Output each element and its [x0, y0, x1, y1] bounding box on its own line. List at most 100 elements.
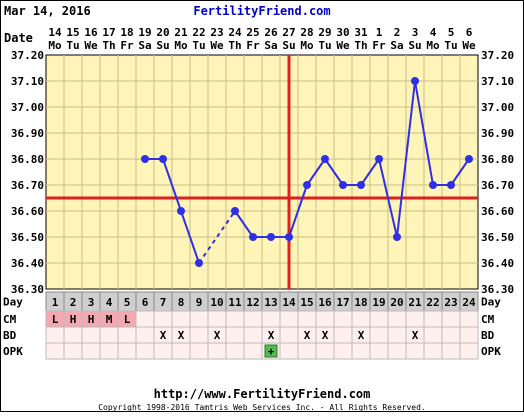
row-label-day-left: Day — [3, 296, 23, 309]
date-label: 24 — [228, 26, 242, 39]
row-label-bd-left: BD — [3, 329, 17, 342]
site-title: FertilityFriend.com — [193, 4, 330, 18]
y-tick-left: 36.50 — [11, 231, 44, 244]
y-tick-left: 36.90 — [11, 127, 44, 140]
weekday-label: Su — [408, 39, 421, 52]
cm-cell — [207, 310, 227, 328]
weekday-label: Su — [156, 39, 169, 52]
bd-cell — [117, 326, 137, 344]
day-number: 19 — [372, 296, 385, 309]
bd-cell — [459, 326, 479, 344]
bd-cell — [369, 326, 389, 344]
day-number: 10 — [210, 296, 223, 309]
day-number: 20 — [390, 296, 403, 309]
date-label: 17 — [102, 26, 115, 39]
weekday-label: Tu — [192, 39, 205, 52]
weekday-label: Su — [282, 39, 295, 52]
weekday-label: Tu — [66, 39, 79, 52]
cm-cell — [369, 310, 389, 328]
weekday-label: We — [210, 39, 224, 52]
day-number: 5 — [124, 296, 131, 309]
cm-cell — [279, 310, 299, 328]
day-number: 6 — [142, 296, 149, 309]
temp-line-segment — [450, 158, 470, 186]
weekday-label: Th — [354, 39, 367, 52]
bd-cell — [333, 326, 353, 344]
day-number: 17 — [336, 296, 349, 309]
y-tick-right: 36.60 — [481, 205, 514, 218]
cm-cell — [387, 310, 407, 328]
bd-value: X — [160, 329, 167, 342]
date-label: 16 — [84, 26, 98, 39]
opk-cell — [441, 342, 461, 360]
opk-cell — [351, 342, 371, 360]
y-tick-left: 36.80 — [11, 153, 44, 166]
day-number: 1 — [52, 296, 59, 309]
bd-value: X — [322, 329, 329, 342]
opk-cell — [405, 342, 425, 360]
temp-point — [321, 155, 329, 163]
opk-cell — [369, 342, 389, 360]
cm-cell — [459, 310, 479, 328]
opk-cell — [153, 342, 173, 360]
day-number: 11 — [228, 296, 242, 309]
date-label: 26 — [264, 26, 278, 39]
cm-cell — [153, 310, 173, 328]
weekday-label: Mo — [300, 39, 314, 52]
cm-cell — [297, 310, 317, 328]
day-number: 8 — [178, 296, 185, 309]
temp-point — [231, 207, 239, 215]
date-label: 21 — [174, 26, 188, 39]
cm-cell — [441, 310, 461, 328]
row-label-cm-left: CM — [3, 313, 17, 326]
day-number: 2 — [70, 296, 77, 309]
date-label: 19 — [138, 26, 151, 39]
temp-line-gap — [198, 210, 236, 264]
opk-cell — [45, 342, 65, 360]
opk-cell — [387, 342, 407, 360]
date-label: 23 — [210, 26, 223, 39]
opk-cell — [99, 342, 119, 360]
cm-value: L — [124, 313, 131, 326]
weekday-label: We — [462, 39, 476, 52]
weekday-label: Fr — [246, 39, 260, 52]
y-tick-right: 37.20 — [481, 49, 514, 62]
date-row-label: Date — [4, 31, 33, 45]
weekday-label: Th — [228, 39, 241, 52]
cm-cell — [189, 310, 209, 328]
date-label: 28 — [300, 26, 313, 39]
weekday-label: Th — [102, 39, 115, 52]
temp-point — [357, 181, 365, 189]
weekday-label: Fr — [372, 39, 386, 52]
y-tick-left: 36.70 — [11, 179, 44, 192]
cm-cell — [333, 310, 353, 328]
cm-cell — [243, 310, 263, 328]
y-tick-right: 36.40 — [481, 257, 514, 270]
row-label-opk-left: OPK — [3, 345, 23, 358]
day-number: 16 — [318, 296, 332, 309]
row-label-day-right: Day — [481, 296, 501, 309]
day-number: 21 — [408, 296, 422, 309]
y-tick-right: 36.30 — [481, 283, 514, 296]
bd-value: X — [214, 329, 221, 342]
date-label: 25 — [246, 26, 259, 39]
bd-cell — [135, 326, 155, 344]
cm-value: H — [70, 313, 77, 326]
y-tick-left: 36.30 — [11, 283, 44, 296]
temp-point — [177, 207, 185, 215]
temp-line-segment — [360, 158, 380, 186]
bd-value: X — [268, 329, 275, 342]
date-label: 27 — [282, 26, 295, 39]
cm-value: M — [106, 313, 113, 326]
bd-cell — [63, 326, 83, 344]
y-tick-right: 37.10 — [481, 75, 514, 88]
date-label: 14 — [48, 26, 62, 39]
cm-value: H — [88, 313, 95, 326]
footer-copyright: Copyright 1998-2016 Tamtris Web Services… — [98, 403, 426, 412]
temp-point — [447, 181, 455, 189]
cm-cell — [405, 310, 425, 328]
date-label: 18 — [120, 26, 133, 39]
temp-point — [267, 233, 275, 241]
row-label-opk-right: OPK — [481, 345, 501, 358]
